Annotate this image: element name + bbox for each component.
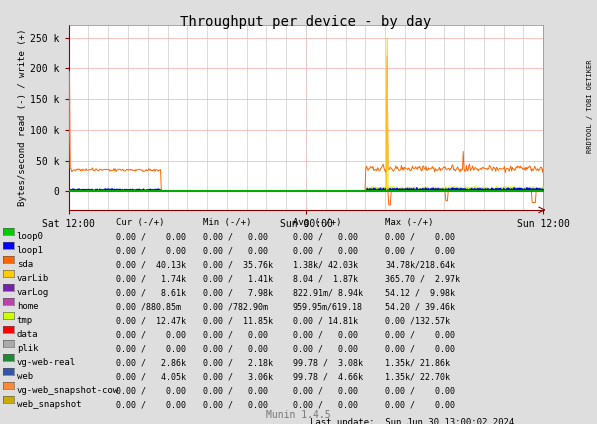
Text: 0.00 /880.85m: 0.00 /880.85m <box>116 302 181 311</box>
Text: 1.38k/ 42.03k: 1.38k/ 42.03k <box>293 260 358 269</box>
Text: 0.00 /    0.00: 0.00 / 0.00 <box>116 246 186 255</box>
Text: 0.00 /  11.85k: 0.00 / 11.85k <box>203 316 273 325</box>
Text: 0.00 /   0.00: 0.00 / 0.00 <box>293 232 358 241</box>
Text: 54.20 / 39.46k: 54.20 / 39.46k <box>385 302 455 311</box>
Text: 0.00 /   0.00: 0.00 / 0.00 <box>203 386 268 395</box>
Text: 1.35k/ 21.86k: 1.35k/ 21.86k <box>385 358 450 367</box>
Text: 822.91m/ 8.94k: 822.91m/ 8.94k <box>293 288 362 297</box>
Text: 0.00 /    0.00: 0.00 / 0.00 <box>385 386 455 395</box>
Text: 1.35k/ 22.70k: 1.35k/ 22.70k <box>385 372 450 381</box>
Text: 8.04 /  1.87k: 8.04 / 1.87k <box>293 274 358 283</box>
Text: 0.00 /   7.98k: 0.00 / 7.98k <box>203 288 273 297</box>
Text: 0.00 /   0.00: 0.00 / 0.00 <box>203 400 268 409</box>
Text: Munin 1.4.5: Munin 1.4.5 <box>266 410 331 420</box>
Text: web: web <box>17 372 33 381</box>
Text: loop1: loop1 <box>17 246 44 255</box>
Text: 0.00 /   0.00: 0.00 / 0.00 <box>203 344 268 353</box>
Text: 0.00 /    0.00: 0.00 / 0.00 <box>116 330 186 339</box>
Text: 0.00 /   3.06k: 0.00 / 3.06k <box>203 372 273 381</box>
Text: 34.78k/218.64k: 34.78k/218.64k <box>385 260 455 269</box>
Text: 0.00 /  12.47k: 0.00 / 12.47k <box>116 316 186 325</box>
Text: RRDTOOL / TOBI OETIKER: RRDTOOL / TOBI OETIKER <box>587 59 593 153</box>
Text: 0.00 /    0.00: 0.00 / 0.00 <box>385 330 455 339</box>
Text: 0.00 /   0.00: 0.00 / 0.00 <box>293 330 358 339</box>
Text: loop0: loop0 <box>17 232 44 241</box>
Text: 0.00 /   0.00: 0.00 / 0.00 <box>293 246 358 255</box>
Text: 0.00 /    0.00: 0.00 / 0.00 <box>116 232 186 241</box>
Text: Max (-/+): Max (-/+) <box>385 218 433 227</box>
Text: sda: sda <box>17 260 33 269</box>
Text: 0.00 /   0.00: 0.00 / 0.00 <box>203 246 268 255</box>
Text: plik: plik <box>17 344 38 353</box>
Text: 0.00 /   8.61k: 0.00 / 8.61k <box>116 288 186 297</box>
Text: 0.00 /  40.13k: 0.00 / 40.13k <box>116 260 186 269</box>
Text: 0.00 /    0.00: 0.00 / 0.00 <box>385 246 455 255</box>
Y-axis label: Bytes/second read (-) / write (+): Bytes/second read (-) / write (+) <box>19 29 27 206</box>
Text: 0.00 /    0.00: 0.00 / 0.00 <box>385 400 455 409</box>
Text: 959.95m/619.18: 959.95m/619.18 <box>293 302 362 311</box>
Text: 54.12 /  9.98k: 54.12 / 9.98k <box>385 288 455 297</box>
Text: data: data <box>17 330 38 339</box>
Text: 0.00 /   1.74k: 0.00 / 1.74k <box>116 274 186 283</box>
Text: 0.00 /   0.00: 0.00 / 0.00 <box>293 344 358 353</box>
Text: 0.00 /   2.86k: 0.00 / 2.86k <box>116 358 186 367</box>
Text: 0.00 /    0.00: 0.00 / 0.00 <box>116 400 186 409</box>
Text: Throughput per device - by day: Throughput per device - by day <box>180 15 432 29</box>
Text: 99.78 /  4.66k: 99.78 / 4.66k <box>293 372 362 381</box>
Text: 0.00 /   0.00: 0.00 / 0.00 <box>203 330 268 339</box>
Text: Last update:  Sun Jun 30 13:00:02 2024: Last update: Sun Jun 30 13:00:02 2024 <box>310 418 515 424</box>
Text: 0.00 /   0.00: 0.00 / 0.00 <box>203 232 268 241</box>
Text: Avg (-/+): Avg (-/+) <box>293 218 341 227</box>
Text: 0.00 /132.57k: 0.00 /132.57k <box>385 316 450 325</box>
Text: 0.00 /    0.00: 0.00 / 0.00 <box>385 344 455 353</box>
Text: varLog: varLog <box>17 288 49 297</box>
Text: 0.00 /   1.41k: 0.00 / 1.41k <box>203 274 273 283</box>
Text: 0.00 /    0.00: 0.00 / 0.00 <box>116 344 186 353</box>
Text: 0.00 /   4.05k: 0.00 / 4.05k <box>116 372 186 381</box>
Text: vg-web-real: vg-web-real <box>17 358 76 367</box>
Text: home: home <box>17 302 38 311</box>
Text: 0.00 /   2.18k: 0.00 / 2.18k <box>203 358 273 367</box>
Text: 0.00 /    0.00: 0.00 / 0.00 <box>385 232 455 241</box>
Text: 0.00 /782.90m: 0.00 /782.90m <box>203 302 268 311</box>
Text: web_snapshot: web_snapshot <box>17 400 81 409</box>
Text: 0.00 /    0.00: 0.00 / 0.00 <box>116 386 186 395</box>
Text: 365.70 /  2.97k: 365.70 / 2.97k <box>385 274 460 283</box>
Text: 0.00 / 14.81k: 0.00 / 14.81k <box>293 316 358 325</box>
Text: Cur (-/+): Cur (-/+) <box>116 218 165 227</box>
Text: 0.00 /   0.00: 0.00 / 0.00 <box>293 386 358 395</box>
Text: 0.00 /  35.76k: 0.00 / 35.76k <box>203 260 273 269</box>
Text: 99.78 /  3.08k: 99.78 / 3.08k <box>293 358 362 367</box>
Text: 0.00 /   0.00: 0.00 / 0.00 <box>293 400 358 409</box>
Text: Min (-/+): Min (-/+) <box>203 218 251 227</box>
Text: tmp: tmp <box>17 316 33 325</box>
Text: vg-web_snapshot-cow: vg-web_snapshot-cow <box>17 386 119 395</box>
Text: varLib: varLib <box>17 274 49 283</box>
